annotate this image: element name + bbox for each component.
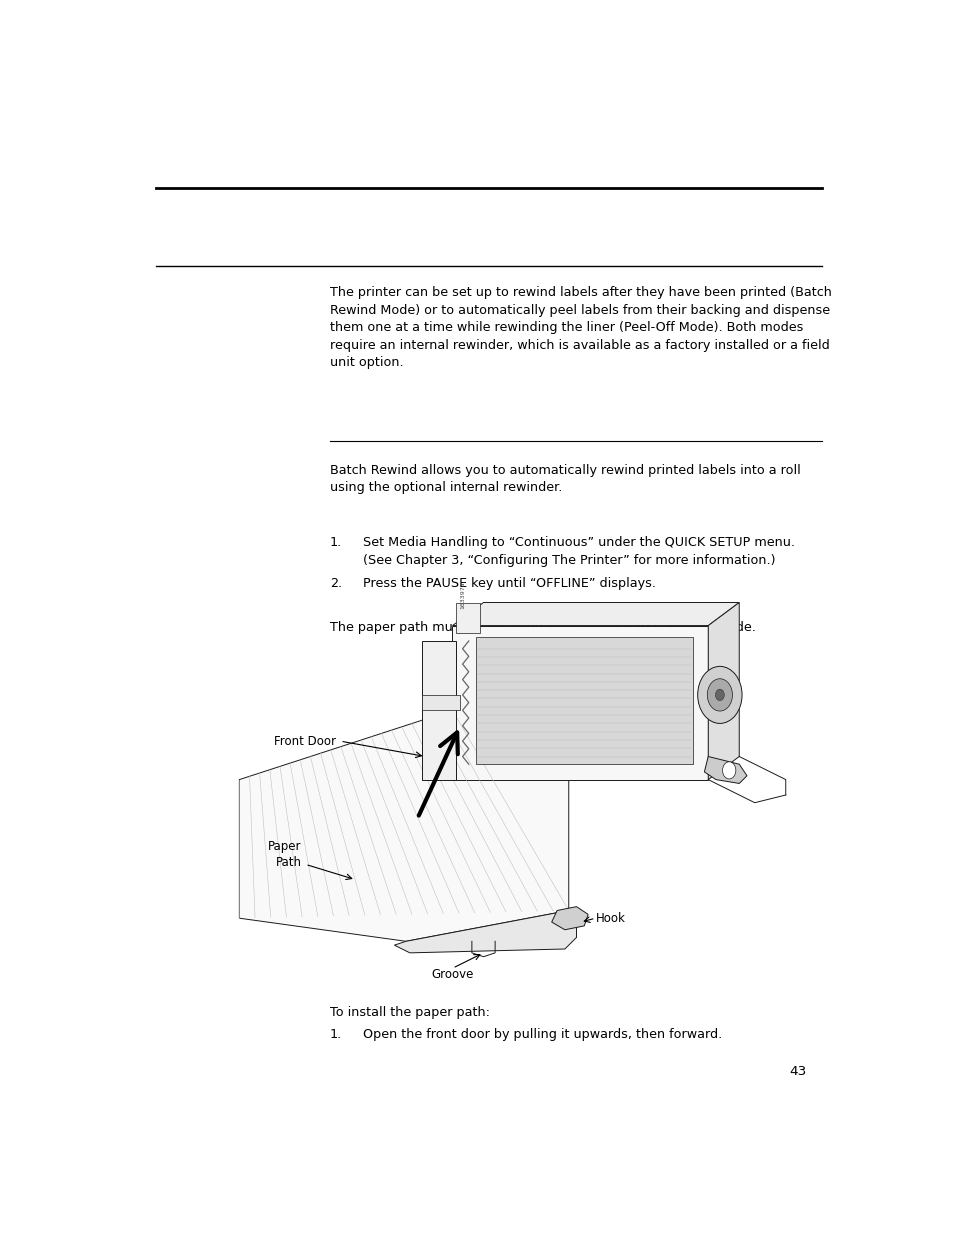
Polygon shape <box>239 710 568 941</box>
Circle shape <box>715 689 723 700</box>
Circle shape <box>706 679 732 711</box>
Text: Batch Rewind allows you to automatically rewind printed labels into a roll
using: Batch Rewind allows you to automatically… <box>330 464 800 494</box>
Polygon shape <box>452 603 739 626</box>
Text: 2.: 2. <box>330 577 342 590</box>
Polygon shape <box>456 603 479 634</box>
Text: Open the front door by pulling it upwards, then forward.: Open the front door by pulling it upward… <box>363 1028 721 1041</box>
Text: The printer can be set up to rewind labels after they have been printed (Batch
R: The printer can be set up to rewind labe… <box>330 287 831 369</box>
Text: Front Door: Front Door <box>274 735 336 747</box>
Text: 43: 43 <box>789 1066 806 1078</box>
Polygon shape <box>703 757 746 783</box>
Polygon shape <box>551 906 587 930</box>
Polygon shape <box>421 695 459 710</box>
Polygon shape <box>707 603 739 779</box>
Circle shape <box>721 762 735 779</box>
Text: The paper path must be installed when using Batch Rewind mode.: The paper path must be installed when us… <box>330 621 755 634</box>
Text: Hook: Hook <box>595 911 625 925</box>
Text: 1.: 1. <box>330 536 342 550</box>
Text: Paper
Path: Paper Path <box>268 840 301 869</box>
Text: 163397a: 163397a <box>459 580 464 609</box>
Polygon shape <box>476 637 692 764</box>
Polygon shape <box>421 641 456 779</box>
Text: To install the paper path:: To install the paper path: <box>330 1007 490 1019</box>
Text: Set Media Handling to “Continuous” under the QUICK SETUP menu.
(See Chapter 3, “: Set Media Handling to “Continuous” under… <box>363 536 795 567</box>
Text: Press the PAUSE key until “OFFLINE” displays.: Press the PAUSE key until “OFFLINE” disp… <box>363 577 656 590</box>
Polygon shape <box>394 910 576 953</box>
Text: Groove: Groove <box>431 968 474 982</box>
Text: 1.: 1. <box>330 1028 342 1041</box>
Circle shape <box>697 667 741 724</box>
Polygon shape <box>452 626 707 779</box>
